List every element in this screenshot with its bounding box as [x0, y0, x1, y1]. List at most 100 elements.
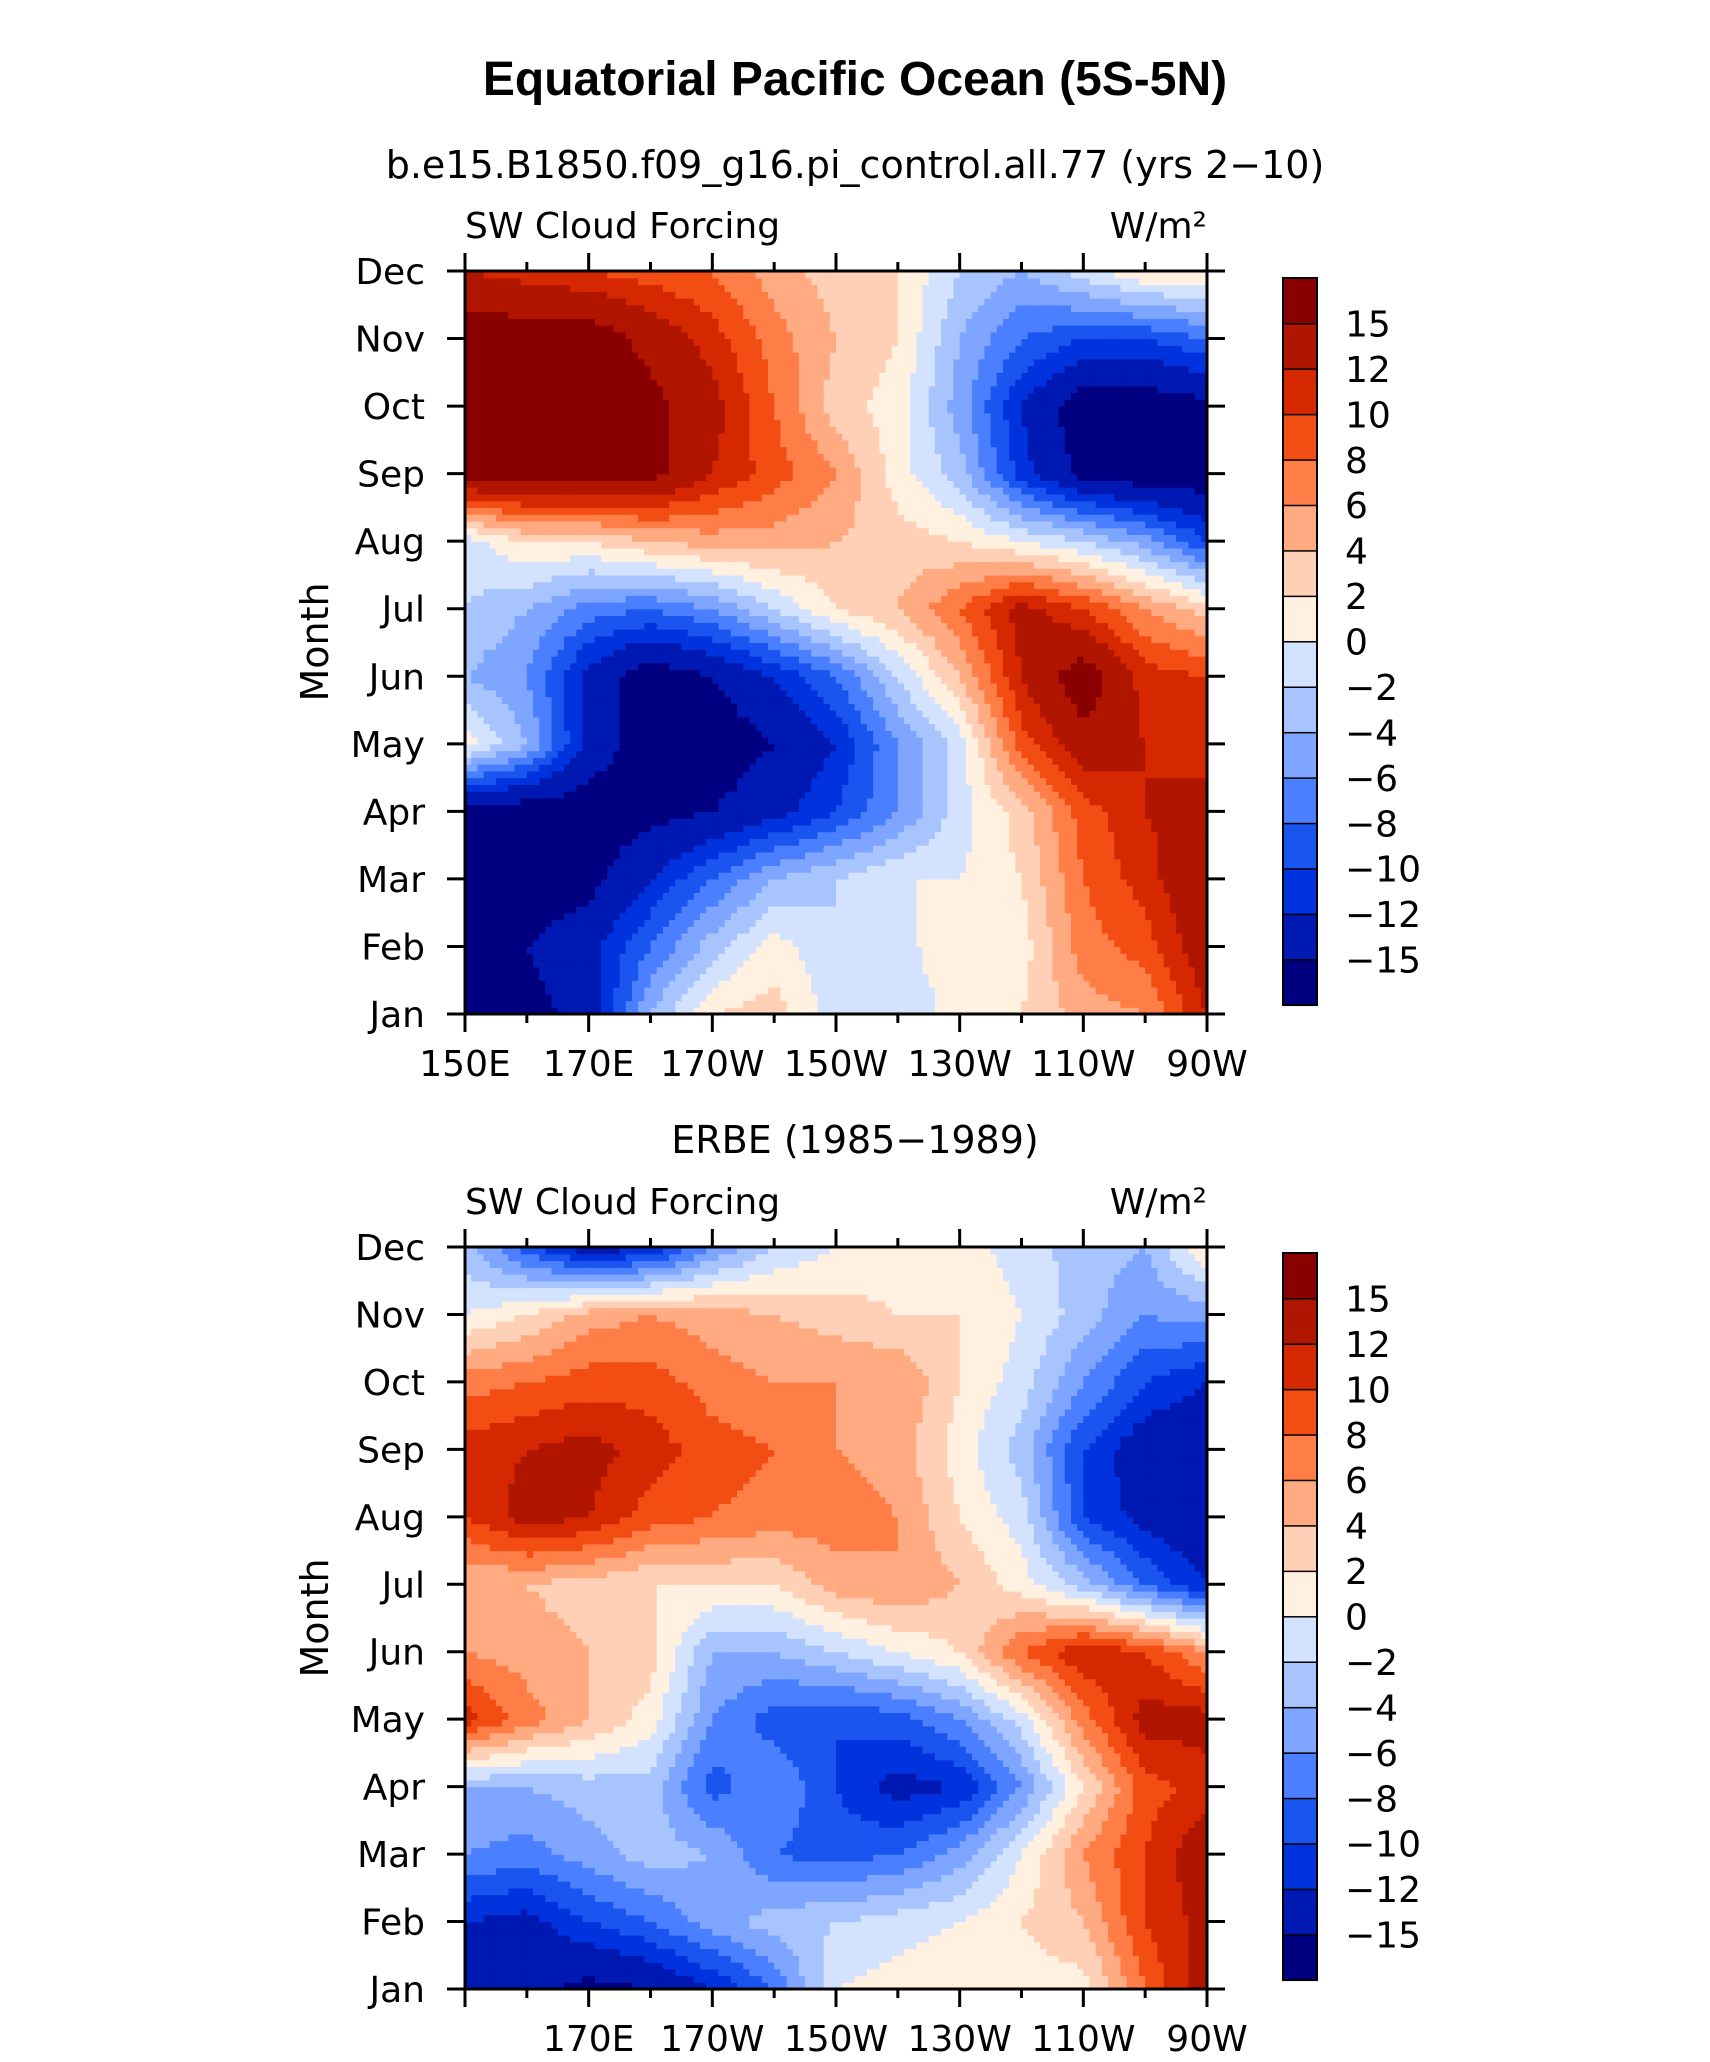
- heatmap-cell: [539, 764, 546, 772]
- heatmap-cell: [972, 1000, 979, 1008]
- heatmap-cell: [786, 986, 794, 995]
- heatmap-cell: [514, 892, 522, 900]
- heatmap-cell: [947, 845, 955, 853]
- heatmap-cell: [798, 973, 806, 981]
- heatmap-cell: [1070, 966, 1078, 975]
- heatmap-cell: [910, 791, 917, 799]
- heatmap-cell: [965, 993, 973, 1002]
- heatmap-cell: [638, 885, 645, 894]
- heatmap-cell: [1002, 757, 1010, 765]
- heatmap-cell: [1002, 885, 1010, 894]
- heatmap-cell: [904, 838, 911, 846]
- heatmap-cell: [792, 804, 800, 812]
- heatmap-cell: [891, 872, 899, 880]
- heatmap-cell: [1188, 770, 1196, 779]
- heatmap-cell: [1169, 986, 1177, 995]
- heatmap-cell: [1169, 737, 1177, 745]
- heatmap-cell: [1027, 743, 1035, 752]
- heatmap-cell: [1009, 1007, 1016, 1014]
- heatmap-cell: [514, 831, 522, 839]
- heatmap-cell: [625, 946, 633, 954]
- heatmap-cell: [928, 865, 936, 873]
- heatmap-cell: [1151, 811, 1159, 819]
- heatmap-cell: [1126, 797, 1134, 806]
- heatmap-cell: [786, 899, 794, 907]
- heatmap-cell: [972, 993, 979, 1002]
- heatmap-cell: [978, 750, 985, 758]
- heatmap-cell: [551, 912, 559, 921]
- heatmap-cell: [792, 872, 800, 880]
- heatmap-cell: [805, 1007, 812, 1014]
- heatmap-cell: [1040, 953, 1047, 961]
- heatmap-cell: [712, 737, 720, 745]
- heatmap-cell: [1120, 926, 1128, 934]
- heatmap-cell: [1046, 743, 1054, 752]
- heatmap-cell: [1002, 892, 1010, 900]
- heatmap-cell: [836, 838, 843, 846]
- heatmap-cell: [798, 770, 806, 779]
- heatmap-cell: [489, 743, 497, 752]
- heatmap-cell: [662, 912, 670, 921]
- heatmap-cell: [947, 797, 955, 806]
- heatmap-cell: [489, 878, 497, 887]
- heatmap-cell: [650, 932, 658, 941]
- heatmap-cell: [669, 743, 676, 752]
- heatmap-cell: [842, 939, 849, 948]
- heatmap-cell: [798, 885, 806, 894]
- heatmap-cell: [743, 986, 751, 995]
- heatmap-cell: [477, 980, 485, 988]
- heatmap-cell: [922, 993, 930, 1002]
- heatmap-cell: [854, 865, 862, 873]
- heatmap-cell: [774, 946, 781, 954]
- heatmap-cell: [984, 791, 992, 799]
- heatmap-cell: [669, 892, 676, 900]
- heatmap-cell: [1015, 973, 1023, 981]
- heatmap-cell: [873, 980, 880, 988]
- heatmap-cell: [891, 953, 899, 961]
- heatmap-cell: [941, 919, 948, 927]
- heatmap-cell: [891, 743, 899, 752]
- heatmap-cell: [805, 737, 812, 745]
- heatmap-cell: [842, 831, 849, 839]
- heatmap-cell: [1064, 784, 1072, 792]
- heatmap-cell: [1132, 919, 1140, 927]
- heatmap-cell: [520, 905, 528, 914]
- heatmap-cell: [545, 959, 553, 968]
- heatmap-cell: [743, 757, 751, 765]
- heatmap-cell: [972, 919, 979, 927]
- heatmap-cell: [693, 919, 701, 927]
- heatmap-cell: [601, 899, 608, 907]
- heatmap-cell: [539, 838, 546, 846]
- heatmap-cell: [502, 791, 509, 799]
- heatmap-cell: [836, 757, 843, 765]
- heatmap-cell: [1138, 845, 1146, 853]
- heatmap-cell: [638, 770, 645, 779]
- heatmap-cell: [718, 919, 726, 927]
- heatmap-cell: [749, 784, 757, 792]
- heatmap-cell: [693, 851, 701, 860]
- heatmap-cell: [582, 845, 590, 853]
- heatmap-cell: [718, 939, 726, 948]
- heatmap-cell: [477, 939, 485, 948]
- heatmap-cell: [978, 899, 985, 907]
- heatmap-cell: [477, 777, 485, 785]
- heatmap-cell: [675, 872, 683, 880]
- heatmap-cell: [774, 851, 781, 860]
- heatmap-cell: [1077, 838, 1084, 846]
- heatmap-cell: [1126, 959, 1134, 968]
- heatmap-cell: [724, 926, 732, 934]
- heatmap-cell: [607, 993, 614, 1002]
- heatmap-cell: [465, 899, 472, 907]
- heatmap-cell: [489, 804, 497, 812]
- heatmap-cell: [922, 905, 930, 914]
- heatmap-cell: [1058, 953, 1066, 961]
- heatmap-cell: [972, 966, 979, 975]
- heatmap-cell: [798, 932, 806, 941]
- heatmap-cell: [798, 824, 806, 833]
- heatmap-cell: [638, 851, 645, 860]
- heatmap-cell: [792, 784, 800, 792]
- heatmap-cell: [885, 838, 893, 846]
- heatmap-cell: [786, 885, 794, 894]
- heatmap-cell: [749, 831, 757, 839]
- heatmap-cell: [607, 899, 614, 907]
